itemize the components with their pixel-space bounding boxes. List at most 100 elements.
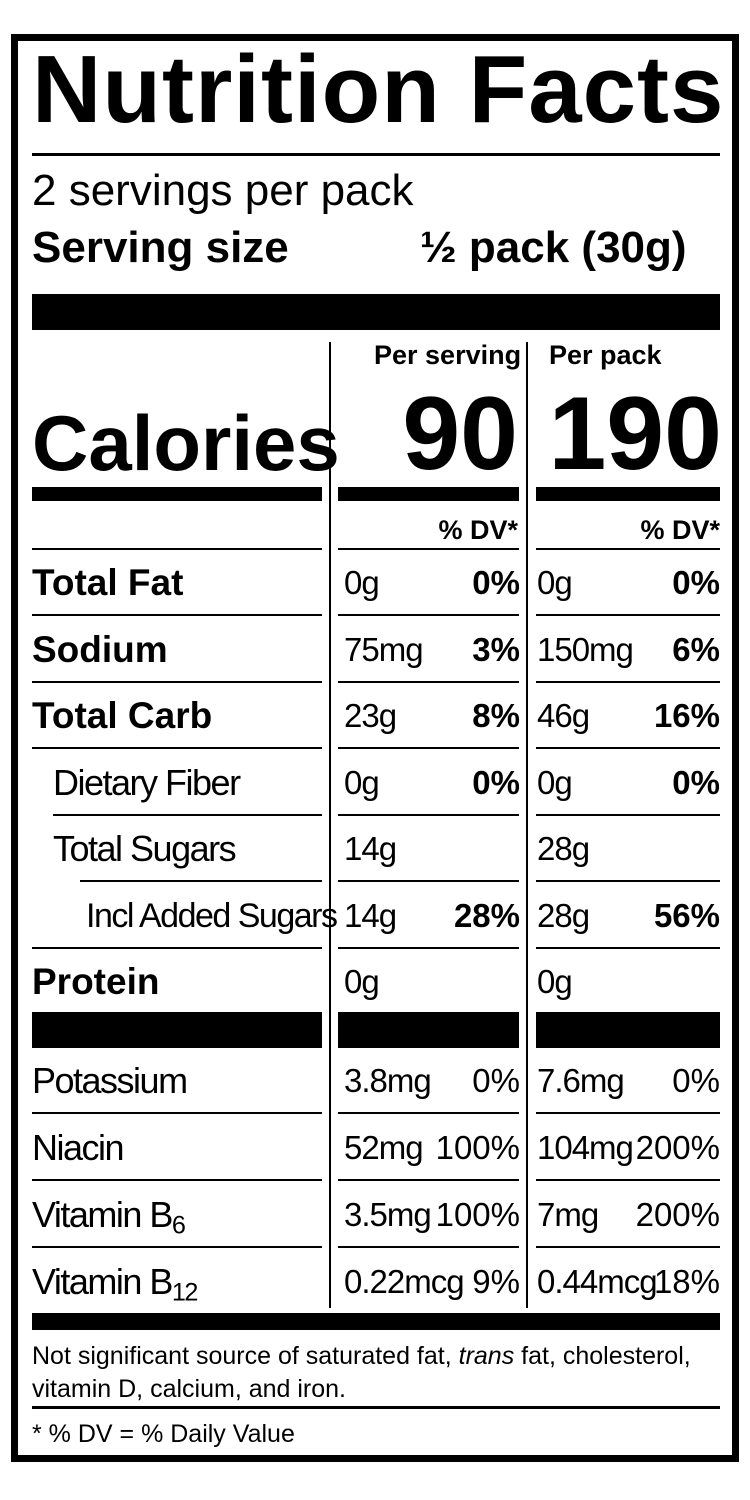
serving-dv: 0% [472,564,520,601]
nutrient-name-total-fat: Total Fat [32,550,183,616]
nutrient-subscript: 6 [171,1211,186,1240]
row-divider [338,946,519,949]
calories-divider-pack [536,487,720,501]
pack-dv: 0% [672,564,720,601]
per-serving-header: Per serving [374,340,522,370]
footnote-divider [32,1406,720,1409]
nutrient-subscript: 12 [171,1278,199,1307]
row-divider [536,747,720,749]
nutrient-name-total-carb: Total Carb [32,683,212,749]
pack-dv [600,949,720,1015]
pack-dv: 18% [653,1263,720,1300]
table-row: Incl Added Sugars 14g 28% 28g 56% [0,883,750,949]
row-divider [338,1246,519,1248]
table-row: Dietary Fiber 0g 0% 0g 0% [0,750,750,816]
pack-amount: 150mg [537,630,634,668]
daily-value-note: * % DV = % Daily Value [32,1420,295,1448]
per-pack-header: Per pack [549,340,662,370]
nutrient-name-text: Dietary Fiber [53,761,241,803]
row-divider [338,747,519,749]
table-row: Total Sugars 14g 28g [0,816,750,882]
pack-amount: 104mg [537,1129,634,1166]
row-divider [338,880,519,882]
pack-amount: 0.44mcg [537,1263,658,1300]
dv-header-divider [338,548,519,550]
footnote-italic: trans [458,1342,515,1370]
row-divider [53,813,322,816]
pack-amount: 0g [537,564,573,601]
servings-per-pack: 2 servings per pack [32,166,414,215]
pack-amount: 7.6mg [537,1062,625,1099]
nutrient-name-text: Vitamin B [32,1261,173,1302]
row-divider [32,946,322,949]
table-row: Total Carb 23g 8% 46g 16% [0,683,750,749]
serving-dv: 3% [472,630,520,668]
serving-dv [420,949,520,1015]
calories-divider-serving [338,487,519,501]
nutrient-name-text: Vitamin B [32,1194,173,1235]
row-divider [338,1179,519,1181]
dv-header-divider [536,548,720,550]
serving-amount: 0g [344,763,380,801]
row-divider [536,1179,720,1181]
calories-divider-left [32,487,322,501]
serving-amount: 75mg [344,630,424,668]
nutrient-name-sodium: Sodium [32,617,168,683]
row-divider [536,614,720,616]
nutrient-name-incl-added-sugars: Incl Added Sugars [86,883,338,949]
row-divider [338,680,519,683]
serving-amount: 3.5mg [344,1196,432,1233]
pack-dv: 56% [653,896,720,934]
footnote-text-1: Not significant source of saturated fat, [32,1342,459,1370]
table-row: Sodium 75mg 3% 150mg 6% [0,617,750,683]
column-divider-1 [329,342,331,1308]
nutrient-name-dietary-fiber: Dietary Fiber [53,750,241,816]
nutrient-name-total-sugars: Total Sugars [53,816,237,882]
serving-amount: 14g [344,830,397,867]
row-divider [32,747,322,749]
serving-size-label: Serving size [32,223,289,272]
serving-amount: 3.8mg [344,1062,432,1099]
serving-amount: 0.22mcg [344,1263,465,1300]
thick-divider-vitamins-left [32,1012,322,1048]
column-divider-2 [526,342,528,1308]
pack-amount: 28g [537,896,590,934]
pack-dv: 200% [635,1129,720,1166]
table-row: Potassium 3.8mg 0% 7.6mg 0% [0,1048,750,1114]
serving-size-value: ½ pack (30g) [420,223,687,272]
table-row: Protein 0g 0g [0,949,750,1015]
row-divider [536,813,720,816]
serving-dv: 8% [472,697,520,734]
pack-amount: 28g [537,830,590,867]
calories-per-serving: 90 [402,376,518,492]
nutrient-name-text: Total Sugars [53,828,237,869]
row-divider [338,1112,519,1114]
row-divider [536,880,720,882]
footnote: Not significant source of saturated fat,… [32,1340,722,1406]
table-row: Niacin 52mg 100% 104mg 200% [0,1115,750,1181]
thick-divider-top [32,294,720,330]
serving-dv: 100% [435,1196,520,1233]
calories-label: Calories [32,399,340,487]
dv-header-serving: % DV* [438,515,518,545]
serving-dv: 0% [472,763,520,801]
footnote-text-2: fat, cholesterol, vitamin D, calcium, an… [32,1342,691,1403]
table-row: Vitamin B6 3.5mg 100% 7mg 200% [0,1182,750,1248]
serving-dv: 100% [435,1129,520,1166]
table-row: Total Fat 0g 0% 0g 0% [0,550,750,616]
row-divider [536,1112,720,1114]
row-divider [32,1246,322,1248]
nutrient-name-text: Sodium [32,628,168,670]
row-divider [338,614,519,616]
row-divider [32,614,322,616]
serving-amount: 23g [344,697,397,734]
title-divider [32,153,720,156]
nutrient-name-potassium: Potassium [32,1048,188,1114]
serving-dv: 9% [472,1263,520,1300]
pack-dv: 6% [672,630,720,668]
pack-dv: 0% [672,763,720,801]
row-divider [536,680,720,683]
nutrient-name-text: Incl Added Sugars [86,896,338,935]
nutrient-name-vitamin-b6: Vitamin B6 [32,1182,186,1248]
serving-dv: 0% [472,1062,520,1099]
